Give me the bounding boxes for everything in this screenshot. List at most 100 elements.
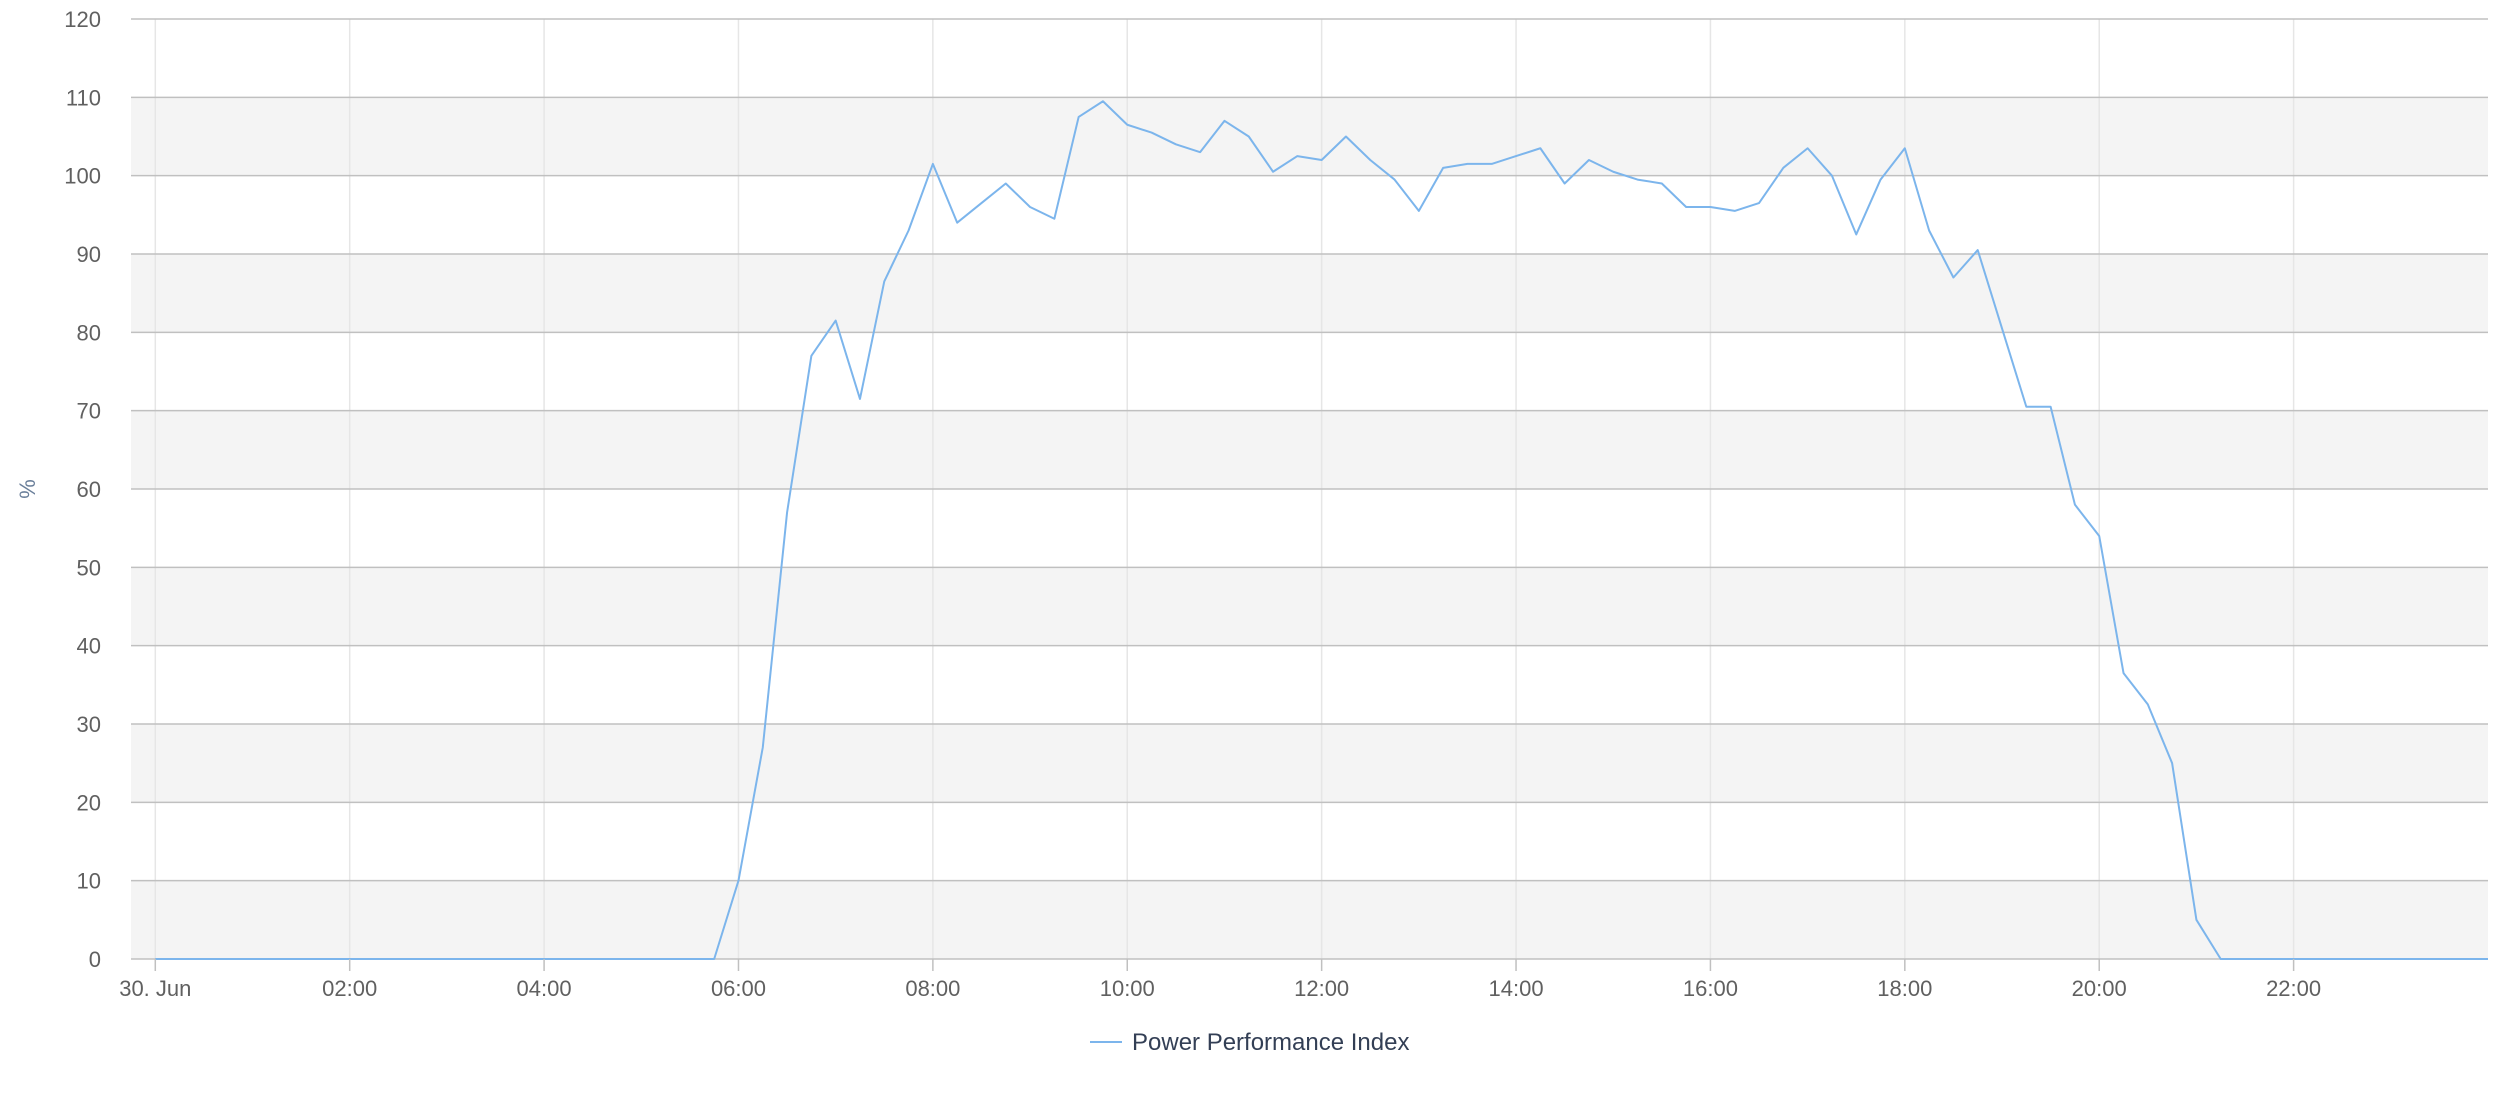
- data-point[interactable]: [1413, 205, 1425, 217]
- legend-item-power-performance-index[interactable]: Power Performance Index: [1132, 1029, 1409, 1056]
- data-point[interactable]: [514, 953, 526, 965]
- data-point[interactable]: [1316, 154, 1328, 166]
- data-point[interactable]: [2361, 953, 2373, 965]
- data-point[interactable]: [1461, 158, 1473, 170]
- data-point[interactable]: [1389, 174, 1401, 186]
- data-point[interactable]: [1850, 228, 1862, 240]
- data-point[interactable]: [295, 953, 307, 965]
- data-point[interactable]: [441, 953, 453, 965]
- data-point[interactable]: [2385, 953, 2397, 965]
- data-point[interactable]: [392, 953, 404, 965]
- data-point[interactable]: [1972, 244, 1984, 256]
- data-point[interactable]: [1802, 142, 1814, 154]
- data-point[interactable]: [587, 953, 599, 965]
- data-point[interactable]: [2093, 530, 2105, 542]
- data-point[interactable]: [2069, 499, 2081, 511]
- data-point[interactable]: [271, 953, 283, 965]
- data-point[interactable]: [975, 197, 987, 209]
- data-point[interactable]: [757, 742, 769, 754]
- data-point[interactable]: [1875, 174, 1887, 186]
- data-point[interactable]: [2020, 401, 2032, 413]
- data-point[interactable]: [1632, 174, 1644, 186]
- data-point[interactable]: [417, 953, 429, 965]
- data-point[interactable]: [198, 953, 210, 965]
- data-point[interactable]: [878, 275, 890, 287]
- data-point[interactable]: [1291, 150, 1303, 162]
- data-point[interactable]: [465, 953, 477, 965]
- data-point[interactable]: [635, 953, 647, 965]
- data-point[interactable]: [2336, 953, 2348, 965]
- data-point[interactable]: [1607, 166, 1619, 178]
- data-point[interactable]: [1340, 131, 1352, 143]
- data-point[interactable]: [562, 953, 574, 965]
- data-point[interactable]: [368, 953, 380, 965]
- data-point[interactable]: [1534, 142, 1546, 154]
- data-point[interactable]: [2312, 953, 2324, 965]
- data-point[interactable]: [781, 507, 793, 519]
- data-point[interactable]: [1073, 111, 1085, 123]
- data-point[interactable]: [660, 953, 672, 965]
- data-point[interactable]: [2190, 914, 2202, 926]
- data-point[interactable]: [708, 953, 720, 965]
- data-point[interactable]: [174, 953, 186, 965]
- data-point[interactable]: [1097, 95, 1109, 107]
- data-point[interactable]: [1121, 119, 1133, 131]
- data-point[interactable]: [1753, 197, 1765, 209]
- data-point[interactable]: [1996, 322, 2008, 334]
- data-point[interactable]: [830, 315, 842, 327]
- data-point[interactable]: [2045, 401, 2057, 413]
- data-point[interactable]: [1486, 158, 1498, 170]
- data-point[interactable]: [1729, 205, 1741, 217]
- data-point[interactable]: [1559, 178, 1571, 190]
- data-point[interactable]: [1899, 142, 1911, 154]
- data-point[interactable]: [1680, 201, 1692, 213]
- plot-band: [131, 254, 2488, 333]
- data-point[interactable]: [1437, 162, 1449, 174]
- data-point[interactable]: [1024, 201, 1036, 213]
- data-point[interactable]: [1048, 213, 1060, 225]
- data-point[interactable]: [1704, 201, 1716, 213]
- data-point[interactable]: [1364, 154, 1376, 166]
- data-point[interactable]: [2458, 953, 2470, 965]
- y-tick-label: 100: [64, 164, 101, 189]
- data-point[interactable]: [1267, 166, 1279, 178]
- data-point[interactable]: [1243, 131, 1255, 143]
- data-point[interactable]: [854, 393, 866, 405]
- data-point[interactable]: [684, 953, 696, 965]
- data-point[interactable]: [246, 953, 258, 965]
- data-point[interactable]: [1826, 170, 1838, 182]
- data-point[interactable]: [1146, 127, 1158, 139]
- data-point[interactable]: [319, 953, 331, 965]
- data-point[interactable]: [2215, 953, 2227, 965]
- x-tick-label: 30. Jun: [119, 976, 191, 1001]
- data-point[interactable]: [1583, 154, 1595, 166]
- data-point[interactable]: [489, 953, 501, 965]
- data-point[interactable]: [1000, 178, 1012, 190]
- data-point[interactable]: [732, 875, 744, 887]
- data-point[interactable]: [927, 158, 939, 170]
- data-point[interactable]: [611, 953, 623, 965]
- data-point[interactable]: [2263, 953, 2275, 965]
- data-point[interactable]: [2118, 667, 2130, 679]
- data-point[interactable]: [1947, 272, 1959, 284]
- data-point[interactable]: [1923, 225, 1935, 237]
- data-point[interactable]: [1656, 178, 1668, 190]
- data-point[interactable]: [222, 953, 234, 965]
- data-point[interactable]: [1777, 162, 1789, 174]
- data-point[interactable]: [1510, 150, 1522, 162]
- data-point[interactable]: [1218, 115, 1230, 127]
- data-point[interactable]: [2166, 757, 2178, 769]
- data-point[interactable]: [1194, 146, 1206, 158]
- data-point[interactable]: [1170, 138, 1182, 150]
- data-point[interactable]: [951, 217, 963, 229]
- data-point[interactable]: [2409, 953, 2421, 965]
- data-point[interactable]: [2482, 953, 2494, 965]
- legend[interactable]: Power Performance Index: [1090, 1029, 1409, 1056]
- data-point[interactable]: [903, 225, 915, 237]
- data-point[interactable]: [2142, 698, 2154, 710]
- data-point[interactable]: [2239, 953, 2251, 965]
- data-point[interactable]: [805, 350, 817, 362]
- data-point[interactable]: [2433, 953, 2445, 965]
